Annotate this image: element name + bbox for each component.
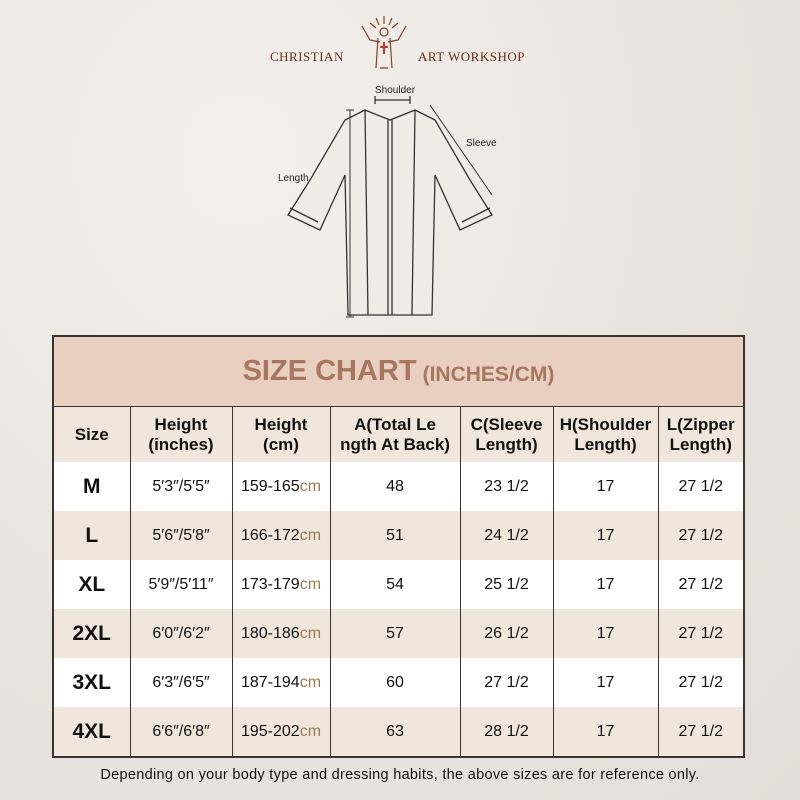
height-cm-cell: 159-165cm [231,462,330,511]
column-header: C(Sleeve Length) [459,407,553,462]
size-chart-table: SIZE CHART (INCHES/CM) Size Height (inches… [52,335,745,758]
header-text: H(Shoulder [559,414,652,434]
zipper-length-cell: 27 1/2 [657,560,743,609]
shoulder-length-cell: 17 [552,511,658,560]
total-length-cell: 57 [329,609,460,658]
header-text: Length) [574,434,637,454]
table-row: 2XL 6′0″/6′2″ 180-186cm 57 26 1/2 17 27 … [54,609,743,658]
shoulder-length-cell: 17 [552,658,658,707]
brand-left: CHRISTIAN [270,49,344,64]
height-inches-cell: 6′0″/6′2″ [129,609,232,658]
cm-unit: cm [299,673,322,691]
header-text: L(Zipper [666,414,735,434]
cm-value: 166-172 [240,526,300,544]
zipper-length-cell: 27 1/2 [657,511,743,560]
footnote: Depending on your body type and dressing… [100,767,700,783]
height-cm-cell: 180-186cm [231,609,330,658]
height-inches-cell: 5′3″/5′5″ [129,462,232,511]
header-text: Size [74,424,109,444]
header-text: Length) [475,434,538,454]
total-length-cell: 63 [329,707,460,756]
shoulder-label: Shoulder [375,85,416,96]
cm-value: 180-186 [240,624,300,642]
column-header: Height (inches) [129,407,232,462]
size-cell: L [54,511,130,560]
cm-unit: cm [299,477,322,495]
column-header: H(Shoulder Length) [552,407,658,462]
height-cm-cell: 187-194cm [231,658,330,707]
size-cell: 4XL [54,707,130,756]
jesus-figure-icon [361,16,407,69]
table-row: XL 5′9″/5′11″ 173-179cm 54 25 1/2 17 27 … [54,560,743,609]
table-row: M 5′3″/5′5″ 159-165cm 48 23 1/2 17 27 1/… [54,462,743,511]
robe-diagram: Shoulder Sleeve Length [278,85,497,318]
header-text: (cm) [263,434,299,454]
title-unit: (INCHES/CM) [422,362,555,386]
size-cell: 3XL [54,658,130,707]
zipper-length-cell: 27 1/2 [657,609,743,658]
size-cell: XL [54,560,130,609]
cm-unit: cm [299,722,322,740]
size-chart-title: SIZE CHART (INCHES/CM) [54,337,743,407]
sleeve-length-cell: 27 1/2 [459,658,553,707]
height-cm-cell: 166-172cm [231,511,330,560]
total-length-cell: 54 [329,560,460,609]
height-inches-cell: 6′3″/6′5″ [129,658,232,707]
cm-value: 195-202 [240,722,300,740]
sleeve-length-cell: 25 1/2 [459,560,553,609]
header-text: ngth At Back) [340,434,450,454]
zipper-length-cell: 27 1/2 [657,462,743,511]
size-cell: M [54,462,130,511]
column-header: L(Zipper Length) [657,407,743,462]
shoulder-length-cell: 17 [552,560,658,609]
height-inches-cell: 5′9″/5′11″ [129,560,232,609]
title-text: SIZE CHART [242,355,417,387]
brand-logo: CHRISTIAN ART WORKSHOP [260,12,540,72]
shoulder-length-cell: 17 [552,707,658,756]
height-cm-cell: 173-179cm [231,560,330,609]
shoulder-length-cell: 17 [552,462,658,511]
sleeve-length-cell: 26 1/2 [459,609,553,658]
table-row: 4XL 6′6″/6′8″ 195-202cm 63 28 1/2 17 27 … [54,707,743,756]
total-length-cell: 48 [329,462,460,511]
cm-value: 187-194 [240,673,300,691]
height-inches-cell: 5′6″/5′8″ [129,511,232,560]
header-text: Height [254,414,308,434]
sleeve-length-cell: 28 1/2 [459,707,553,756]
table-row: 3XL 6′3″/6′5″ 187-194cm 60 27 1/2 17 27 … [54,658,743,707]
cm-value: 159-165 [240,477,300,495]
header-text: Length) [669,434,732,454]
zipper-length-cell: 27 1/2 [657,658,743,707]
header-text: Height [154,414,208,434]
column-header: Size [54,407,130,462]
size-cell: 2XL [54,609,130,658]
brand-right: ART WORKSHOP [418,49,525,64]
total-length-cell: 51 [329,511,460,560]
cm-unit: cm [299,575,322,593]
sleeve-length-cell: 24 1/2 [459,511,553,560]
zipper-length-cell: 27 1/2 [657,707,743,756]
sleeve-label: Sleeve [466,138,497,149]
cm-unit: cm [299,624,322,642]
table-row: L 5′6″/5′8″ 166-172cm 51 24 1/2 17 27 1/… [54,511,743,560]
header-text: (inches) [148,434,214,454]
cm-value: 173-179 [240,575,300,593]
column-header: A(Total Le ngth At Back) [329,407,460,462]
cm-unit: cm [299,526,322,544]
height-cm-cell: 195-202cm [231,707,330,756]
column-header: Height (cm) [231,407,330,462]
sleeve-length-cell: 23 1/2 [459,462,553,511]
length-label: Length [278,173,309,184]
header-text: C(Sleeve [470,414,543,434]
shoulder-length-cell: 17 [552,609,658,658]
total-length-cell: 60 [329,658,460,707]
height-inches-cell: 6′6″/6′8″ [129,707,232,756]
header-text: A(Total Le [354,414,436,434]
